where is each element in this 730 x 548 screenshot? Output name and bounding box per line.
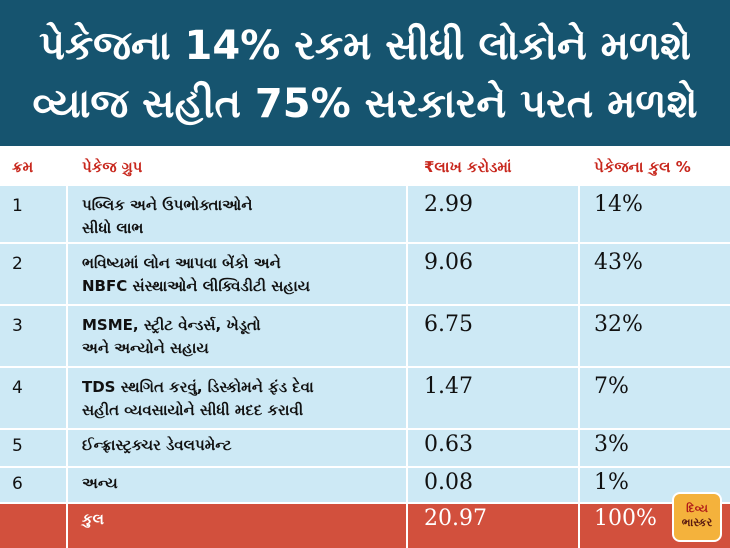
row-number: 6 (12, 474, 23, 494)
row-percent: 7% (594, 374, 629, 399)
logo-text-line2: ભાસ્કર (681, 516, 713, 529)
total-amount: 20.97 (424, 506, 487, 531)
headline-line-2: વ્યાજ સહીત 75% સરકારને પરત મળશે (32, 81, 698, 127)
row-number: 5 (12, 436, 23, 456)
total-label: કુલ (82, 510, 104, 528)
row-number: 4 (12, 378, 23, 398)
row-percent: 32% (594, 312, 643, 337)
table-header: ક્રમ પેકેજ ગ્રુપ ₹લાખ કરોડમાં પેકેજના કુ… (0, 152, 730, 184)
row-amount: 0.08 (424, 470, 473, 495)
row-group-line1: ભવિષ્યમાં લોન આપવા બેંકો અને (82, 254, 281, 272)
table-row: 3 MSME, સ્ટ્રીટ વેન્ડર્સ, ખેડૂતો અને અન્… (0, 306, 730, 366)
headline-banner: પેકેજના 14% રકમ સીધી લોકોને મળશે વ્યાજ સ… (0, 0, 730, 146)
row-group: ઈન્ફ્રાસ્ટ્રક્ચર ડેવલપમેન્ટ (82, 434, 232, 457)
row-number: 2 (12, 254, 23, 274)
row-group-line2: સહીત વ્યવસાયોને સીધી મદદ કરાવી (82, 401, 304, 419)
total-row: કુલ 20.97 100% (0, 504, 730, 548)
row-group: અન્ય (82, 472, 118, 495)
divya-bhaskar-logo: દિવ્ય ભાસ્કર (672, 492, 722, 542)
row-amount: 0.63 (424, 432, 473, 457)
row-group: MSME, સ્ટ્રીટ વેન્ડર્સ, ખેડૂતો અને અન્યો… (82, 314, 261, 360)
col-header-number: ક્રમ (12, 158, 34, 176)
logo-text-line1: દિવ્ય (686, 502, 708, 515)
row-group-line2: સીધો લાભ (82, 219, 144, 237)
row-percent: 43% (594, 250, 643, 275)
package-table: ક્રમ પેકેજ ગ્રુપ ₹લાખ કરોડમાં પેકેજના કુ… (0, 146, 730, 548)
col-header-percent: પેકેજના કુલ % (594, 158, 691, 176)
row-amount: 1.47 (424, 374, 473, 399)
total-percent: 100% (594, 506, 657, 531)
row-group-line2: NBFC સંસ્થાઓને લીક્વિડીટી સહાય (82, 277, 311, 295)
row-amount: 9.06 (424, 250, 473, 275)
row-amount: 6.75 (424, 312, 473, 337)
row-number: 1 (12, 196, 23, 216)
row-group: ભવિષ્યમાં લોન આપવા બેંકો અને NBFC સંસ્થા… (82, 252, 310, 298)
headline-line-1: પેકેજના 14% રકમ સીધી લોકોને મળશે (38, 23, 691, 69)
row-number: 3 (12, 316, 23, 336)
row-group-line1: પબ્લિક અને ઉપભોક્તાઓને (82, 196, 253, 214)
col-header-amount: ₹લાખ કરોડમાં (424, 158, 512, 176)
row-group-line1: TDS સ્થગિત કરવું, ડિસ્કોમને ફંડ દેવા (82, 378, 314, 396)
row-amount: 2.99 (424, 192, 473, 217)
row-percent: 1% (594, 470, 629, 495)
col-header-group: પેકેજ ગ્રુપ (82, 158, 143, 176)
table-row: 6 અન્ય 0.08 1% (0, 468, 730, 502)
row-percent: 14% (594, 192, 643, 217)
row-group-line1: MSME, સ્ટ્રીટ વેન્ડર્સ, ખેડૂતો (82, 316, 261, 334)
row-group-line1: ઈન્ફ્રાસ્ટ્રક્ચર ડેવલપમેન્ટ (82, 436, 232, 454)
row-group-line1: અન્ય (82, 474, 118, 492)
table-row: 1 પબ્લિક અને ઉપભોક્તાઓને સીધો લાભ 2.99 1… (0, 186, 730, 242)
row-group: પબ્લિક અને ઉપભોક્તાઓને સીધો લાભ (82, 194, 252, 240)
row-percent: 3% (594, 432, 629, 457)
row-group-line2: અને અન્યોને સહાય (82, 339, 209, 357)
table-row: 5 ઈન્ફ્રાસ્ટ્રક્ચર ડેવલપમેન્ટ 0.63 3% (0, 430, 730, 466)
table-row: 2 ભવિષ્યમાં લોન આપવા બેંકો અને NBFC સંસ્… (0, 244, 730, 304)
table-row: 4 TDS સ્થગિત કરવું, ડિસ્કોમને ફંડ દેવા સ… (0, 368, 730, 428)
row-group: TDS સ્થગિત કરવું, ડિસ્કોમને ફંડ દેવા સહી… (82, 376, 314, 422)
